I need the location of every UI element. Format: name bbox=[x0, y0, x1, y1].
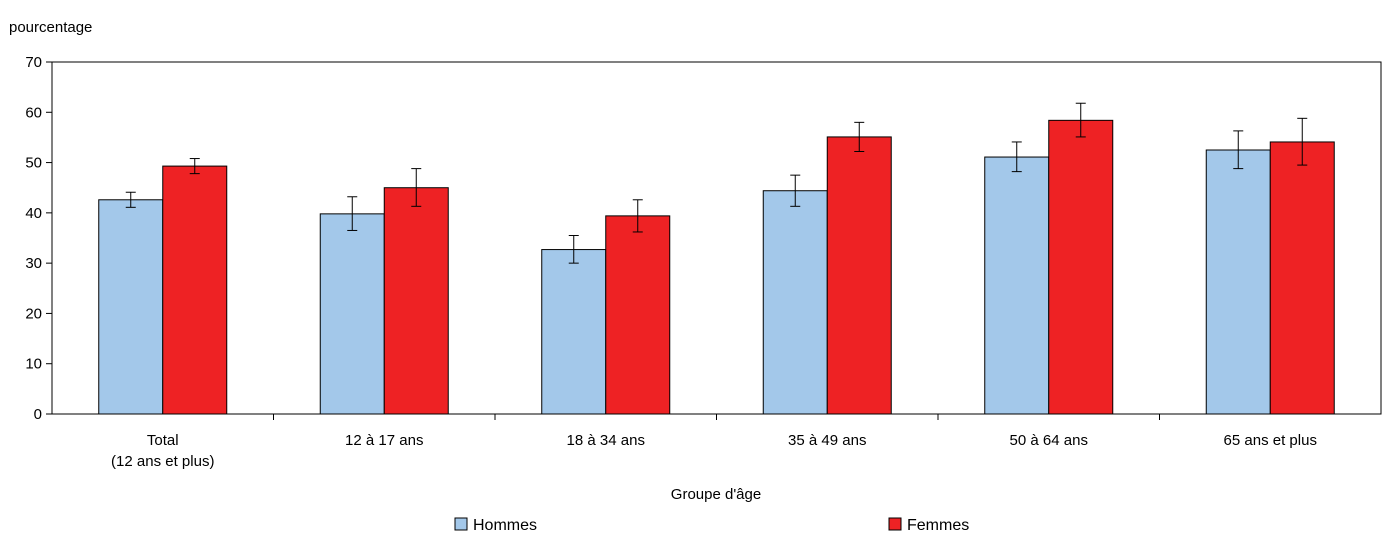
legend-label-hommes: Hommes bbox=[473, 517, 537, 534]
x-tick-label: (12 ans et plus) bbox=[111, 453, 214, 470]
x-tick-label: 50 à 64 ans bbox=[1010, 432, 1088, 449]
error-bars bbox=[125, 102, 1308, 264]
legend-swatch-femmes bbox=[888, 517, 902, 531]
bar-hommes-3 bbox=[762, 190, 828, 415]
legend-swatch-hommes bbox=[454, 517, 468, 531]
y-axis: 0 10 20 30 40 50 60 70 bbox=[25, 54, 52, 423]
bar-femmes-1 bbox=[383, 187, 449, 415]
x-tick-label: 65 ans et plus bbox=[1224, 432, 1317, 449]
y-tick-label: 60 bbox=[25, 104, 42, 121]
y-tick-label: 30 bbox=[25, 255, 42, 272]
bar-hommes-1 bbox=[319, 213, 385, 415]
bar-femmes-5 bbox=[1269, 141, 1335, 415]
bar-hommes-0 bbox=[98, 199, 164, 415]
x-tick-label: 18 à 34 ans bbox=[567, 432, 645, 449]
y-tick-label: 0 bbox=[34, 406, 42, 423]
x-axis-title: Groupe d'âge bbox=[671, 486, 761, 503]
y-tick-label: 50 bbox=[25, 155, 42, 172]
bar-femmes-2 bbox=[605, 215, 671, 415]
bar-hommes-2 bbox=[541, 249, 607, 415]
bar-femmes-0 bbox=[162, 165, 228, 415]
y-axis-title: pourcentage bbox=[9, 19, 92, 36]
y-tick-label: 10 bbox=[25, 356, 42, 373]
bars bbox=[98, 119, 1335, 415]
x-tick-label: 12 à 17 ans bbox=[345, 432, 423, 449]
bar-femmes-3 bbox=[826, 136, 892, 415]
bar-hommes-5 bbox=[1205, 149, 1271, 415]
plot-area-frame bbox=[51, 61, 1382, 415]
y-tick-label: 40 bbox=[25, 205, 42, 222]
bar-femmes-4 bbox=[1048, 119, 1114, 415]
legend-label-femmes: Femmes bbox=[907, 517, 969, 534]
bar-hommes-4 bbox=[984, 156, 1050, 415]
x-tick-label: 35 à 49 ans bbox=[788, 432, 866, 449]
y-tick-label: 20 bbox=[25, 305, 42, 322]
legend: Hommes Femmes bbox=[454, 517, 969, 534]
y-tick-label: 70 bbox=[25, 54, 42, 71]
x-axis: Total (12 ans et plus) 12 à 17 ans 18 à 34 … bbox=[111, 414, 1317, 470]
x-tick-label: Total bbox=[147, 432, 179, 449]
